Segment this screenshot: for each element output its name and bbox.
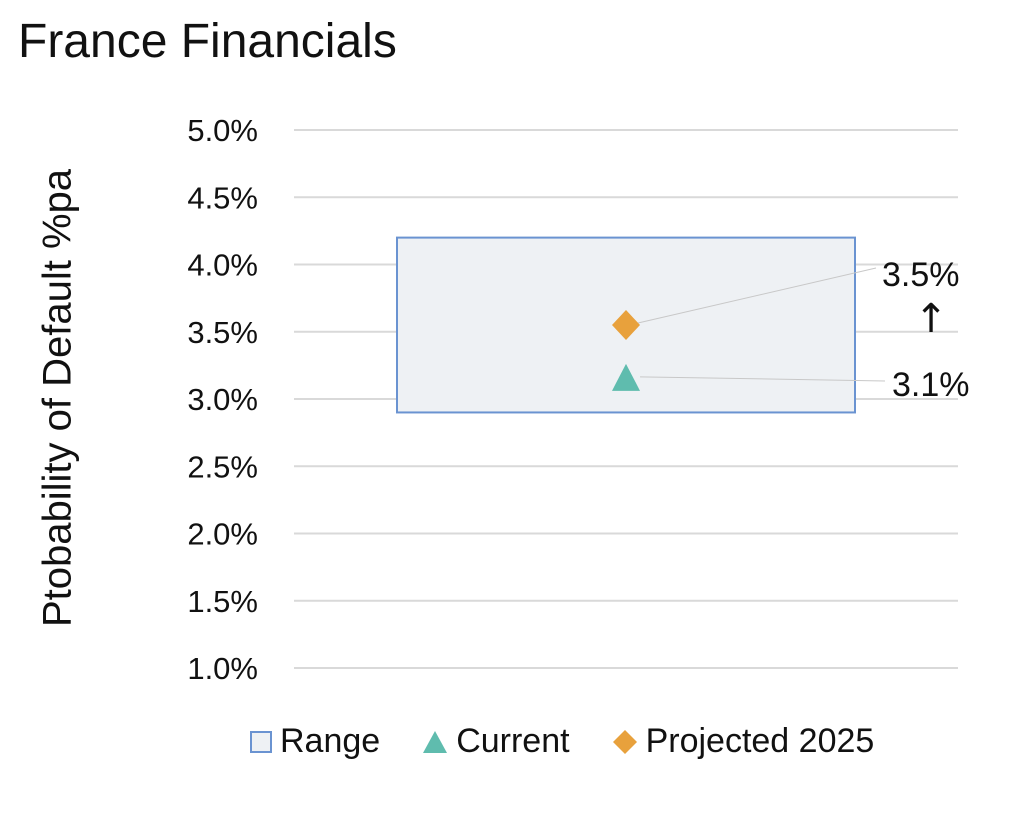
legend-item-current: Current <box>422 722 570 761</box>
current-leader-line <box>639 376 886 382</box>
projected-leader-line <box>637 267 877 324</box>
y-tick-label: 5.0% <box>187 113 258 148</box>
y-tick-label: 4.5% <box>187 180 258 215</box>
current-marker <box>612 363 640 391</box>
increase-arrow: ↑ <box>914 296 948 342</box>
y-tick-labels: 1.0% 1.5% 2.0% 2.5% 3.0% 3.5% 4.0% 4.5% 5.0% <box>187 113 258 686</box>
y-tick-label: 3.0% <box>187 382 258 417</box>
legend-projected-label: Projected 2025 <box>645 722 875 760</box>
y-tick-label: 1.5% <box>187 584 258 619</box>
legend-range-swatch <box>250 730 272 753</box>
legend-range-label: Range <box>280 722 381 760</box>
projected-2025-data-label: 3.5% <box>882 256 960 294</box>
y-tick-label: 2.0% <box>187 517 258 552</box>
legend-item-projected: Projected 2025 <box>612 722 875 761</box>
legend: Range Current Projected 2025 <box>250 722 916 761</box>
legend-current-label: Current <box>456 722 570 760</box>
legend-projected-swatch <box>612 729 637 754</box>
legend-current-swatch <box>423 730 448 753</box>
projected-2025-marker <box>612 310 640 341</box>
chart-title: France Financials <box>18 15 397 68</box>
legend-item-range: Range <box>250 722 380 761</box>
y-tick-label: 4.0% <box>187 248 258 283</box>
y-tick-label: 2.5% <box>187 449 258 484</box>
y-tick-label: 3.5% <box>187 315 258 350</box>
y-tick-label: 1.0% <box>187 651 258 686</box>
current-data-label: 3.1% <box>892 366 970 404</box>
